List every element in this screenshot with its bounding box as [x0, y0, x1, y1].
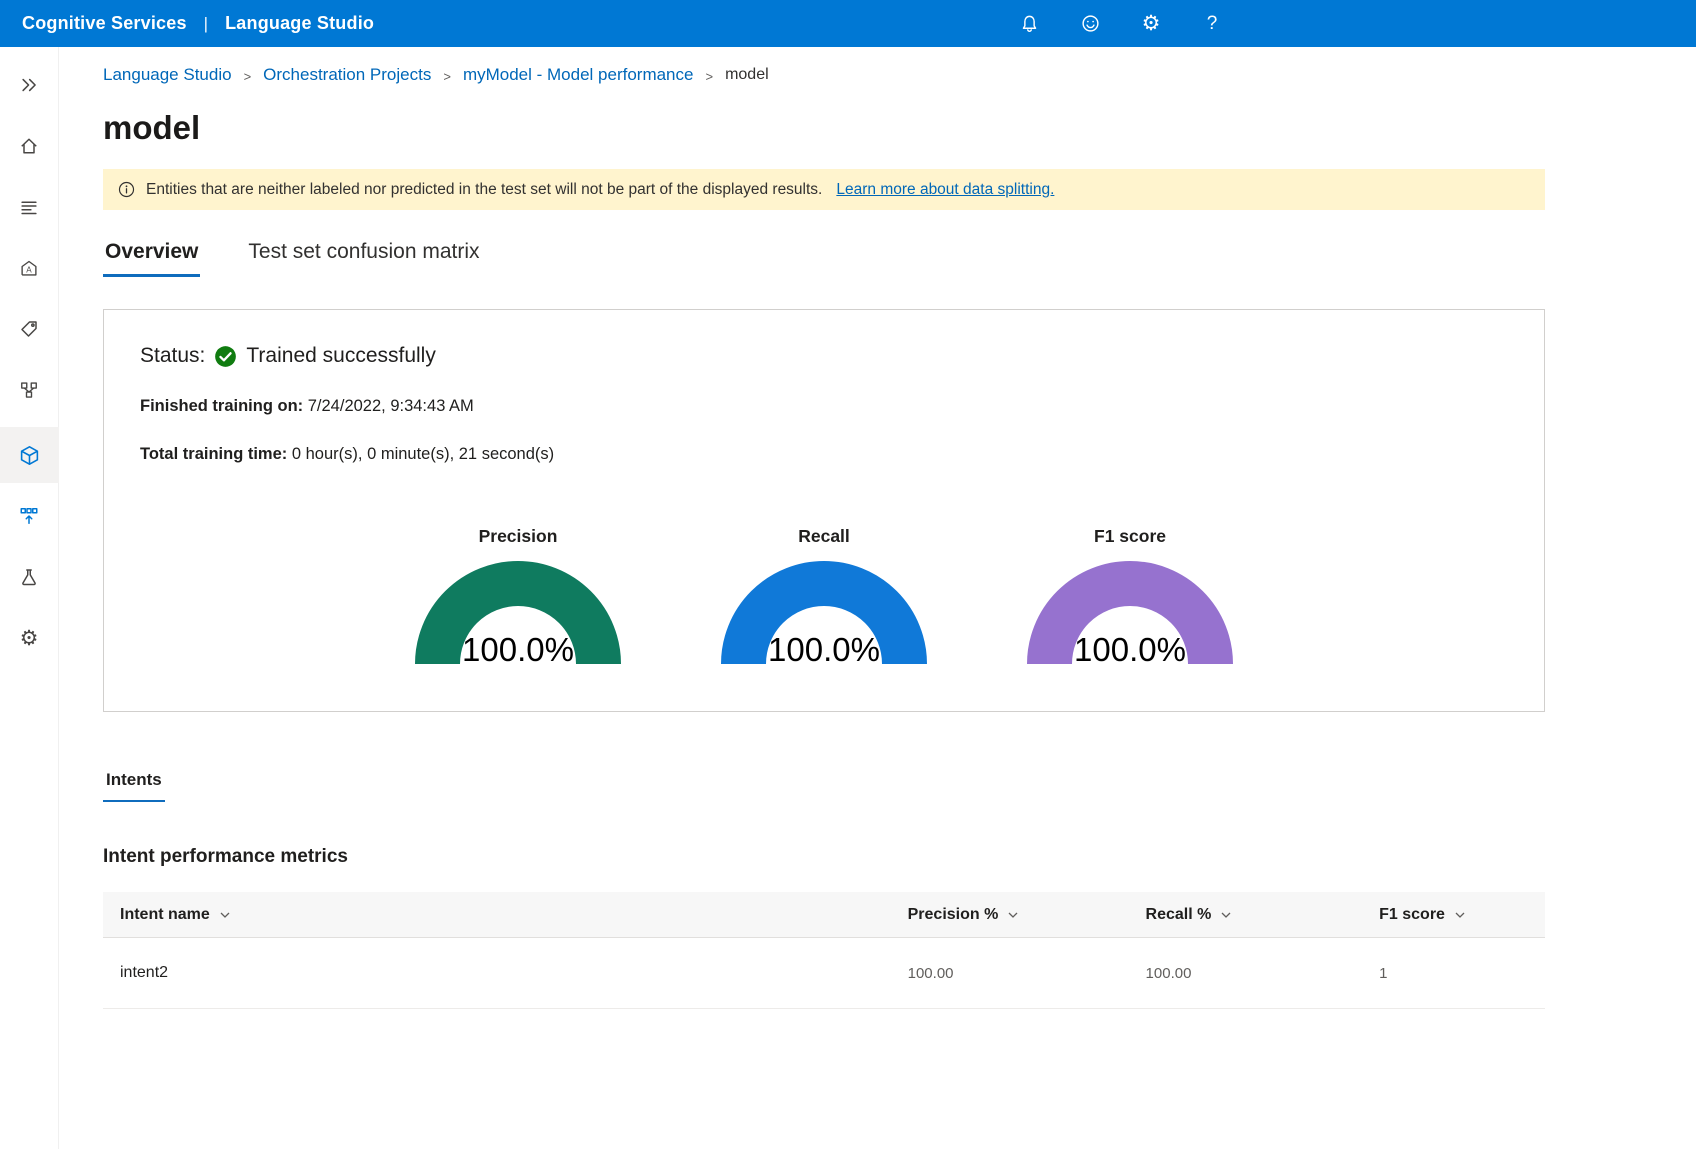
breadcrumb-language-studio[interactable]: Language Studio: [103, 65, 232, 84]
f1-gauge-arc: [1027, 561, 1233, 665]
finished-training-label: Finished training on:: [140, 397, 304, 415]
column-header-recall[interactable]: Recall %: [1146, 906, 1380, 924]
intent-metrics-title: Intent performance metrics: [103, 846, 348, 867]
column-header-intent-name[interactable]: Intent name: [103, 906, 908, 924]
status-row: Status: Trained successfully: [140, 344, 1508, 368]
sidebar-settings-gear-icon[interactable]: ⚙: [19, 626, 39, 650]
table-row-intent2[interactable]: intent2 100.00 100.00 1: [103, 938, 1545, 1009]
settings-gear-icon[interactable]: ⚙: [1141, 12, 1161, 35]
precision-gauge-value: 100.0%: [462, 631, 574, 668]
training-time-value: 0 hour(s), 0 minute(s), 21 second(s): [291, 445, 555, 463]
breadcrumb-separator-icon: >: [705, 68, 714, 84]
breadcrumb-model-performance[interactable]: myModel - Model performance: [462, 65, 694, 84]
svg-text:A: A: [26, 266, 32, 275]
brand-cognitive-services[interactable]: Cognitive Services: [22, 13, 187, 33]
f1-gauge-value: 100.0%: [1074, 631, 1186, 668]
training-time-line: Total training time: 0 hour(s), 0 minute…: [140, 445, 1508, 464]
success-check-icon: [215, 345, 237, 367]
tab-confusion-matrix[interactable]: Test set confusion matrix: [248, 240, 480, 263]
banner-learn-more-link[interactable]: Learn more about data splitting.: [836, 180, 1055, 198]
column-header-precision[interactable]: Precision %: [908, 906, 1146, 924]
f1-gauge: F1 score 100.0%: [1027, 526, 1233, 668]
precision-gauge: Precision 100.0%: [415, 526, 621, 668]
precision-gauge-label: Precision: [478, 526, 558, 546]
chevron-down-icon: [1220, 909, 1232, 921]
column-header-f1-score[interactable]: F1 score: [1379, 906, 1545, 924]
training-time-label: Total training time:: [140, 445, 288, 463]
f1-gauge-label: F1 score: [1094, 526, 1166, 546]
feedback-smiley-icon[interactable]: [1066, 0, 1114, 47]
page-title: model: [103, 109, 201, 146]
finished-training-value: 7/24/2022, 9:34:43 AM: [307, 397, 474, 415]
home-icon[interactable]: [0, 122, 59, 170]
breadcrumb-separator-icon: >: [443, 68, 451, 84]
recall-gauge-arc: [721, 561, 927, 665]
brand-divider: |: [203, 13, 209, 33]
intent-metrics-table: Intent name Precision % Recall %: [103, 892, 1545, 1009]
precision-gauge-arc: [415, 561, 621, 665]
info-icon: [118, 181, 135, 198]
left-nav-sidebar: A: [0, 47, 59, 1149]
breadcrumb: Language Studio > Orchestration Projects…: [103, 65, 1545, 85]
recall-gauge-label: Recall: [798, 526, 850, 546]
pivot-intents[interactable]: Intents: [103, 770, 165, 802]
recall-gauge-value: 100.0%: [768, 631, 880, 668]
breadcrumb-current-model: model: [725, 66, 769, 83]
testing-flask-icon[interactable]: [0, 553, 59, 601]
finished-training-line: Finished training on: 7/24/2022, 9:34:43…: [140, 397, 1508, 416]
chevron-down-icon: [1454, 909, 1466, 921]
tab-overview[interactable]: Overview: [103, 240, 201, 277]
performance-tabs: Overview Test set confusion matrix: [103, 240, 1545, 277]
cell-recall: 100.00: [1145, 964, 1192, 982]
training-status-card: Status: Trained successfully Finished tr…: [103, 309, 1545, 712]
chevron-down-icon: [1007, 909, 1019, 921]
language-school-icon[interactable]: A: [0, 244, 59, 292]
notifications-bell-icon[interactable]: [1005, 0, 1053, 47]
cell-f1-score: 1: [1379, 964, 1388, 982]
status-value: Trained successfully: [246, 344, 436, 367]
breadcrumb-orchestration-projects[interactable]: Orchestration Projects: [263, 65, 432, 84]
top-app-bar: Cognitive Services | Language Studio ⚙ ?: [0, 0, 1696, 47]
classification-tag-icon[interactable]: [0, 305, 59, 353]
chevron-down-icon: [219, 909, 231, 921]
deployment-icon[interactable]: [0, 492, 59, 540]
table-header-row: Intent name Precision % Recall %: [103, 892, 1545, 938]
cell-intent-name: intent2: [120, 964, 169, 981]
banner-message: Entities that are neither labeled nor pr…: [146, 180, 823, 198]
metric-gauges: Precision 100.0% Recall 10: [140, 526, 1508, 668]
brand-language-studio[interactable]: Language Studio: [225, 13, 375, 33]
info-banner: Entities that are neither labeled nor pr…: [103, 169, 1545, 210]
orchestration-workflow-icon[interactable]: [0, 366, 59, 414]
status-label: Status:: [140, 344, 206, 367]
expand-sidebar-chevrons-icon[interactable]: [0, 61, 59, 109]
topbar-icon-group: ⚙ ?: [992, 0, 1236, 47]
projects-list-icon[interactable]: [0, 183, 59, 231]
cell-precision: 100.00: [907, 964, 954, 982]
recall-gauge: Recall 100.0%: [721, 526, 927, 668]
main-content: Language Studio > Orchestration Projects…: [59, 47, 1696, 1149]
entity-pivot: Intents: [103, 770, 1545, 802]
breadcrumb-separator-icon: >: [243, 68, 252, 84]
model-performance-cube-icon[interactable]: [0, 427, 59, 483]
help-question-icon[interactable]: ?: [1206, 12, 1218, 34]
